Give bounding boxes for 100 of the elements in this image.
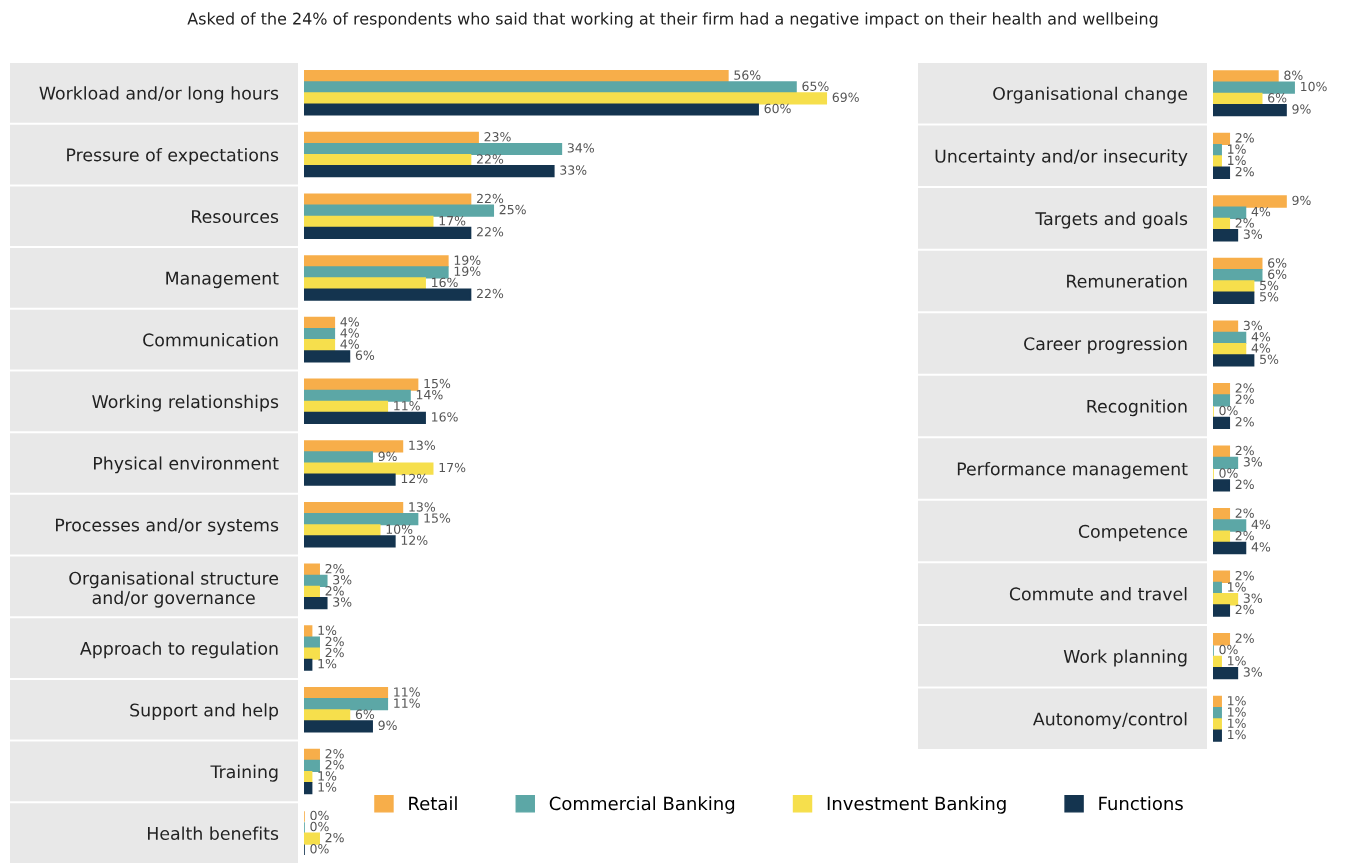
data-label: 2% [325,748,344,759]
data-label: 22% [476,193,504,204]
data-label: 8% [1284,70,1303,81]
data-label: 3% [333,597,352,607]
y-tick-label: Resources [192,210,279,224]
data-label: 12% [401,473,428,484]
data-label: 4% [1251,343,1271,353]
data-label: 4% [1251,542,1271,552]
data-label: 16% [432,277,458,288]
data-label: 3% [1243,457,1263,467]
data-label: 60% [764,103,791,114]
data-label: 6% [355,709,375,719]
data-label: 2% [325,563,344,574]
data-label: 13% [409,440,436,450]
data-label: 25% [499,204,526,215]
data-label: 11% [394,698,420,708]
data-label: 5% [1260,291,1279,302]
data-label: 2% [1235,383,1254,393]
data-label: 5% [1260,280,1279,291]
data-label: 4% [340,317,359,327]
data-label: 2% [325,586,344,596]
data-label: 13% [409,502,436,512]
legend-label: Functions [1099,796,1183,811]
data-label: 1% [318,782,337,792]
data-label: 6% [355,350,375,360]
data-label: 2% [1235,479,1254,490]
y-tick-label: Targets and goals [1035,211,1188,229]
data-label: 2% [325,832,344,843]
data-label: 0% [1219,468,1238,478]
data-label: 3% [1243,320,1263,331]
data-label: 2% [1235,394,1254,404]
y-tick-label: Remuneration [1067,274,1187,288]
data-label: 1% [318,658,337,669]
data-label: 14% [416,389,443,400]
y-tick-label: Career progression [1024,336,1187,354]
data-label: 2% [1235,530,1254,541]
data-label: 0% [310,810,329,821]
data-label: 1% [318,771,337,781]
data-label: 69% [832,92,859,103]
y-tick-label: Management [166,271,279,289]
y-tick-label: Performance management [957,461,1188,479]
data-label: 10% [1301,81,1327,92]
data-label: 3% [1243,229,1263,239]
data-label: 1% [1228,144,1246,154]
data-label: 2% [1235,166,1254,177]
data-label: 2% [1235,218,1254,228]
data-label: 9% [378,720,397,731]
legend-label: Investment Banking [827,796,1006,814]
data-label: 22% [476,288,504,299]
y-tick-label: Commute and travel [1009,587,1187,601]
data-label: 19% [454,255,481,265]
data-label: 4% [1251,332,1271,342]
y-tick-label: Competence [1078,524,1188,542]
data-label: 1% [1228,696,1246,706]
data-label: 1% [1228,718,1246,728]
data-label: 2% [1235,604,1254,615]
data-label: 2% [1235,570,1254,581]
data-label: 2% [1235,133,1254,143]
data-label: 16% [432,412,458,422]
data-label: 6% [1268,258,1287,268]
data-label: 1% [1228,582,1246,592]
data-label: 1% [1228,655,1246,666]
data-label: 12% [401,535,428,545]
y-tick-label: Autonomy/control [1033,712,1187,729]
data-label: 33% [560,165,587,175]
y-tick-label: Recognition [1087,399,1187,417]
chart-title: Asked of the 24% of respondents who said that working at their firm had a negative impact on their health and wellbeing [187,12,1158,28]
data-label: 10% [386,524,413,534]
y-tick-label: Approach to regulation [80,641,278,659]
data-label: 0% [1219,405,1238,416]
data-label: 1% [1228,729,1246,740]
data-label: 0% [310,821,329,832]
data-label: 1% [318,625,337,636]
data-label: 3% [1243,593,1263,603]
data-label: 2% [1235,508,1254,518]
y-tick-label: Communication [143,333,278,347]
data-label: 11% [394,401,420,411]
y-tick-label: Organisational change [993,86,1188,104]
data-label: 22% [476,154,504,164]
data-label: 6% [1268,93,1287,103]
data-label: 2% [325,760,344,770]
data-label: 2% [1235,445,1254,456]
y-tick-label: Physical environment [94,456,279,474]
data-label: 9% [378,451,397,462]
y-tick-label: Training [210,764,278,782]
y-tick-label: Working relationships [92,394,279,412]
data-label: 9% [1292,195,1311,206]
data-label: 4% [340,328,359,338]
data-label: 2% [325,636,344,647]
data-label: 1% [1228,155,1246,166]
data-label: 4% [1251,206,1271,217]
y-tick-label: Pressure of expectations [67,147,279,165]
data-label: 2% [1235,633,1254,643]
data-label: 3% [333,575,352,585]
data-label: 2% [325,647,344,658]
data-label: 15% [424,513,451,523]
y-tick-label: Work planning [1063,649,1187,667]
data-label: 4% [1251,519,1271,530]
data-label: 34% [567,143,594,153]
y-tick-label: Health benefits [148,826,279,840]
